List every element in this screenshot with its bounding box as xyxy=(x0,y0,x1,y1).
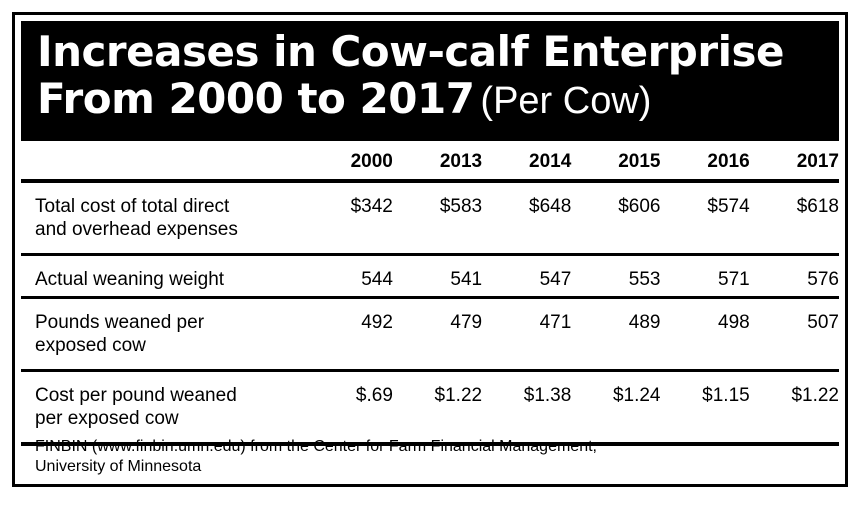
table-cell: 571 xyxy=(718,269,750,290)
row-label: Pounds weaned per exposed cow xyxy=(21,299,304,369)
table-row-total-cost: Total cost of total direct and overhead … xyxy=(21,183,839,253)
table-cell: 479 xyxy=(450,312,483,333)
row-label-line: Cost per pound weaned xyxy=(35,385,237,406)
table-cell: 541 xyxy=(450,269,483,290)
column-header: 2000 xyxy=(350,151,393,172)
table-cell: $342 xyxy=(350,196,393,217)
table-row-weaning-weight: Actual weaning weight 544 541 547 553 57… xyxy=(21,256,839,296)
table-cell: 492 xyxy=(361,312,393,333)
row-label: Cost per pound weaned per exposed cow xyxy=(21,372,304,442)
table-cell: 489 xyxy=(628,312,661,333)
table-cell: 553 xyxy=(628,269,661,290)
table-cell: $583 xyxy=(439,196,483,217)
row-label-line: Actual weaning weight xyxy=(35,269,225,290)
chart-subtitle: (Per Cow) xyxy=(480,80,652,122)
chart-title-line-1: Increases in Cow-calf Enterprise xyxy=(37,27,784,76)
table-cell: $.69 xyxy=(355,385,393,406)
table-cell: $618 xyxy=(796,196,839,217)
table-cell: 498 xyxy=(718,312,750,333)
table-cell: 471 xyxy=(539,312,572,333)
source-line: FINBIN (www.finbin.umn.edu) from the Cen… xyxy=(35,438,597,455)
header-row: 2000 2013 2014 2015 2016 2017 xyxy=(21,143,839,179)
table-cell: $1.15 xyxy=(702,385,750,406)
table-cell: $648 xyxy=(529,196,572,217)
row-label-line: exposed cow xyxy=(35,335,146,356)
row-label-line: per exposed cow xyxy=(35,408,179,429)
header-divider xyxy=(21,179,839,183)
chart-title-line-2: From 2000 to 2017 (Per Cow) xyxy=(37,75,839,125)
row-label: Total cost of total direct and overhead … xyxy=(21,183,304,253)
column-header: 2015 xyxy=(618,151,661,172)
row-divider xyxy=(21,369,839,372)
table-cell: $1.38 xyxy=(523,385,572,406)
footer-divider xyxy=(21,442,839,446)
column-header: 2013 xyxy=(439,151,483,172)
row-divider xyxy=(21,296,839,299)
table-cell: $1.24 xyxy=(612,385,661,406)
table-cell: 544 xyxy=(361,269,393,290)
data-table: 2000 2013 2014 2015 2016 2017 Total cost… xyxy=(21,143,839,446)
table-frame: Increases in Cow-calf Enterprise From 20… xyxy=(12,12,848,487)
row-label-line: Total cost of total direct xyxy=(35,196,230,217)
table-cell: $606 xyxy=(618,196,661,217)
row-label-line: Pounds weaned per xyxy=(35,312,205,333)
column-header: 2014 xyxy=(529,151,572,172)
source-line: University of Minnesota xyxy=(35,458,202,475)
table-cell: $574 xyxy=(707,196,750,217)
column-header: 2017 xyxy=(796,151,839,172)
table-row-cost-per-pound: Cost per pound weaned per exposed cow $.… xyxy=(21,372,839,442)
header-empty xyxy=(21,143,304,179)
table-cell: 547 xyxy=(539,269,572,290)
row-label: Actual weaning weight xyxy=(21,256,304,296)
row-label-line: and overhead expenses xyxy=(35,219,238,240)
table-cell: $1.22 xyxy=(434,385,483,406)
table-cell: 576 xyxy=(807,269,839,290)
source-note: FINBIN (www.finbin.umn.edu) from the Cen… xyxy=(35,437,825,477)
column-header: 2016 xyxy=(707,151,750,172)
table-cell: 507 xyxy=(807,312,839,333)
title-band: Increases in Cow-calf Enterprise From 20… xyxy=(21,21,839,141)
table-row-pounds-weaned: Pounds weaned per exposed cow 492 479 47… xyxy=(21,299,839,369)
table-cell: $1.22 xyxy=(791,385,839,406)
chart-title-text: From 2000 to 2017 xyxy=(37,74,475,123)
row-divider xyxy=(21,253,839,256)
